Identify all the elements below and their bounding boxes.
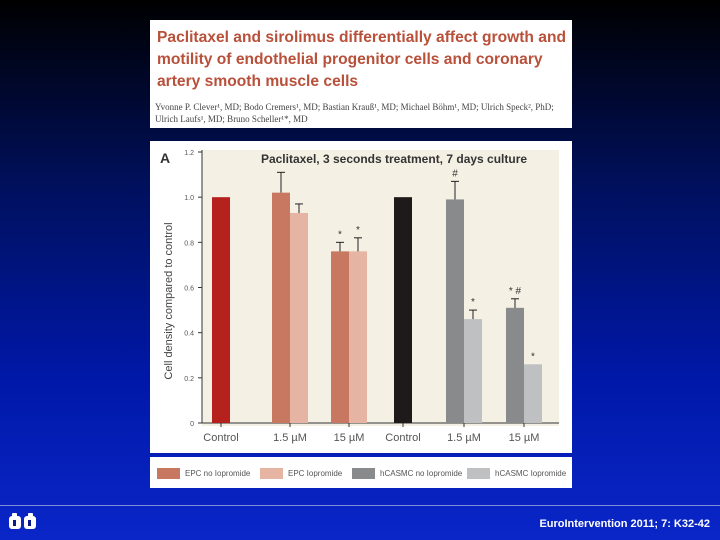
legend-item: hCASMC no Iopromide [352, 467, 462, 479]
x-tick-labels: Control 1.5 µM 15 µM Control 1.5 µM 15 µM [203, 423, 539, 444]
legend-item: hCASMC Iopromide [467, 467, 566, 479]
bar [464, 319, 482, 423]
author-list: Yvonne P. Clever¹, MD; Bodo Cremers¹, MD… [155, 102, 554, 124]
x-tick-label: 1.5 µM [273, 432, 307, 444]
legend-swatch [352, 467, 375, 479]
y-tick-label: 0.6 [184, 286, 194, 293]
bar [524, 364, 542, 423]
legend-label: hCASMC Iopromide [495, 468, 567, 478]
x-tick-label: 15 µM [509, 432, 540, 444]
legend: EPC no Iopromide EPC Iopromide hCASMC no… [150, 457, 572, 488]
bar [272, 192, 290, 423]
footer-divider [0, 505, 720, 506]
title-card: Paclitaxel and sirolimus differentially … [150, 20, 572, 128]
legend-item: EPC Iopromide [260, 467, 342, 479]
legend-label: EPC Iopromide [288, 468, 343, 478]
bar [506, 307, 524, 423]
chart-title: Paclitaxel, 3 seconds treatment, 7 days … [261, 152, 527, 166]
bar-group: * * # * * # * [212, 168, 542, 423]
bar [446, 199, 464, 423]
y-tick-label: 1.2 [184, 150, 194, 157]
slide-title: Paclitaxel and sirolimus differentially … [157, 29, 567, 90]
x-tick-label: Control [385, 432, 420, 444]
legend-swatch [467, 467, 490, 479]
y-ticks: 0 0.2 0.4 0.6 0.8 1.0 1.2 [184, 150, 202, 428]
significance-marker: * [356, 225, 360, 236]
bar [290, 212, 308, 423]
bar [212, 197, 230, 423]
legend-swatch [157, 467, 180, 479]
panel-label: A [160, 150, 170, 166]
significance-marker: * [338, 229, 342, 240]
legend-item: EPC no Iopromide [157, 467, 250, 479]
significance-marker: * [531, 351, 535, 362]
x-tick-label: 1.5 µM [447, 432, 481, 444]
bar [394, 197, 412, 423]
significance-marker: # [452, 168, 458, 179]
chart-card: A Paclitaxel, 3 seconds treatment, 7 day… [150, 141, 572, 453]
legend-label: EPC no Iopromide [185, 468, 251, 478]
y-tick-label: 1.0 [184, 195, 194, 202]
x-tick-label: Control [203, 432, 238, 444]
significance-marker: * # [509, 286, 522, 297]
y-axis-label: Cell density compared to control [163, 222, 175, 379]
y-tick-label: 0.2 [184, 376, 194, 383]
y-tick-label: 0 [190, 421, 194, 428]
bar [349, 251, 367, 423]
plot-background [202, 150, 559, 426]
publisher-logo-icon [9, 513, 36, 529]
significance-marker: * [471, 297, 475, 308]
legend-swatch [260, 467, 283, 479]
x-tick-label: 15 µM [334, 432, 365, 444]
y-tick-label: 0.4 [184, 331, 194, 338]
bar-chart: A Paclitaxel, 3 seconds treatment, 7 day… [160, 150, 559, 444]
citation: EuroIntervention 2011; 7: K32-42 [539, 518, 710, 530]
legend-label: hCASMC no Iopromide [380, 468, 463, 478]
y-tick-label: 0.8 [184, 240, 194, 247]
bar [331, 251, 349, 423]
